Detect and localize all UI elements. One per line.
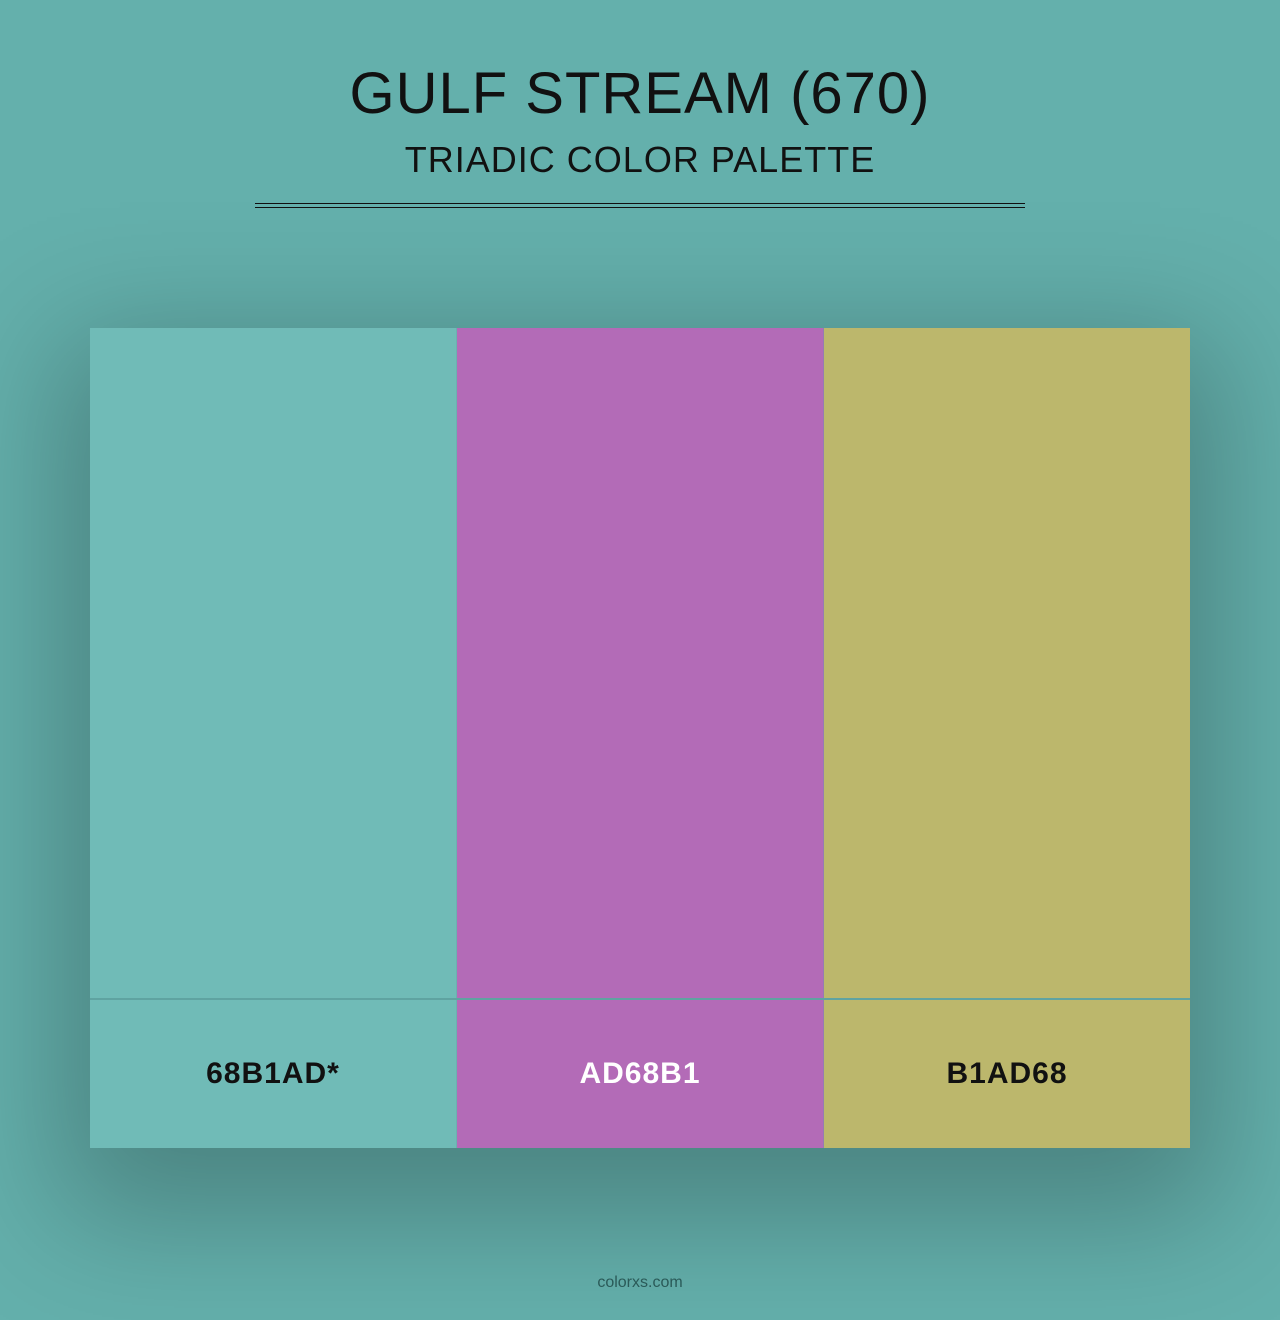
- page-title: GULF STREAM (670): [255, 60, 1025, 127]
- header: GULF STREAM (670) TRIADIC COLOR PALETTE: [255, 60, 1025, 208]
- footer-credit: colorxs.com: [597, 1274, 682, 1292]
- page-subtitle: TRIADIC COLOR PALETTE: [255, 139, 1025, 181]
- swatch-2: [457, 328, 824, 998]
- swatch-3: [824, 328, 1190, 998]
- swatch-2-label: AD68B1: [457, 1000, 824, 1148]
- swatch-1: [90, 328, 457, 998]
- divider: [255, 203, 1025, 208]
- swatch-3-label: B1AD68: [824, 1000, 1190, 1148]
- label-row: 68B1AD* AD68B1 B1AD68: [90, 998, 1190, 1148]
- swatch-1-label: 68B1AD*: [90, 1000, 457, 1148]
- swatch-row: [90, 328, 1190, 998]
- palette: 68B1AD* AD68B1 B1AD68: [90, 328, 1190, 1148]
